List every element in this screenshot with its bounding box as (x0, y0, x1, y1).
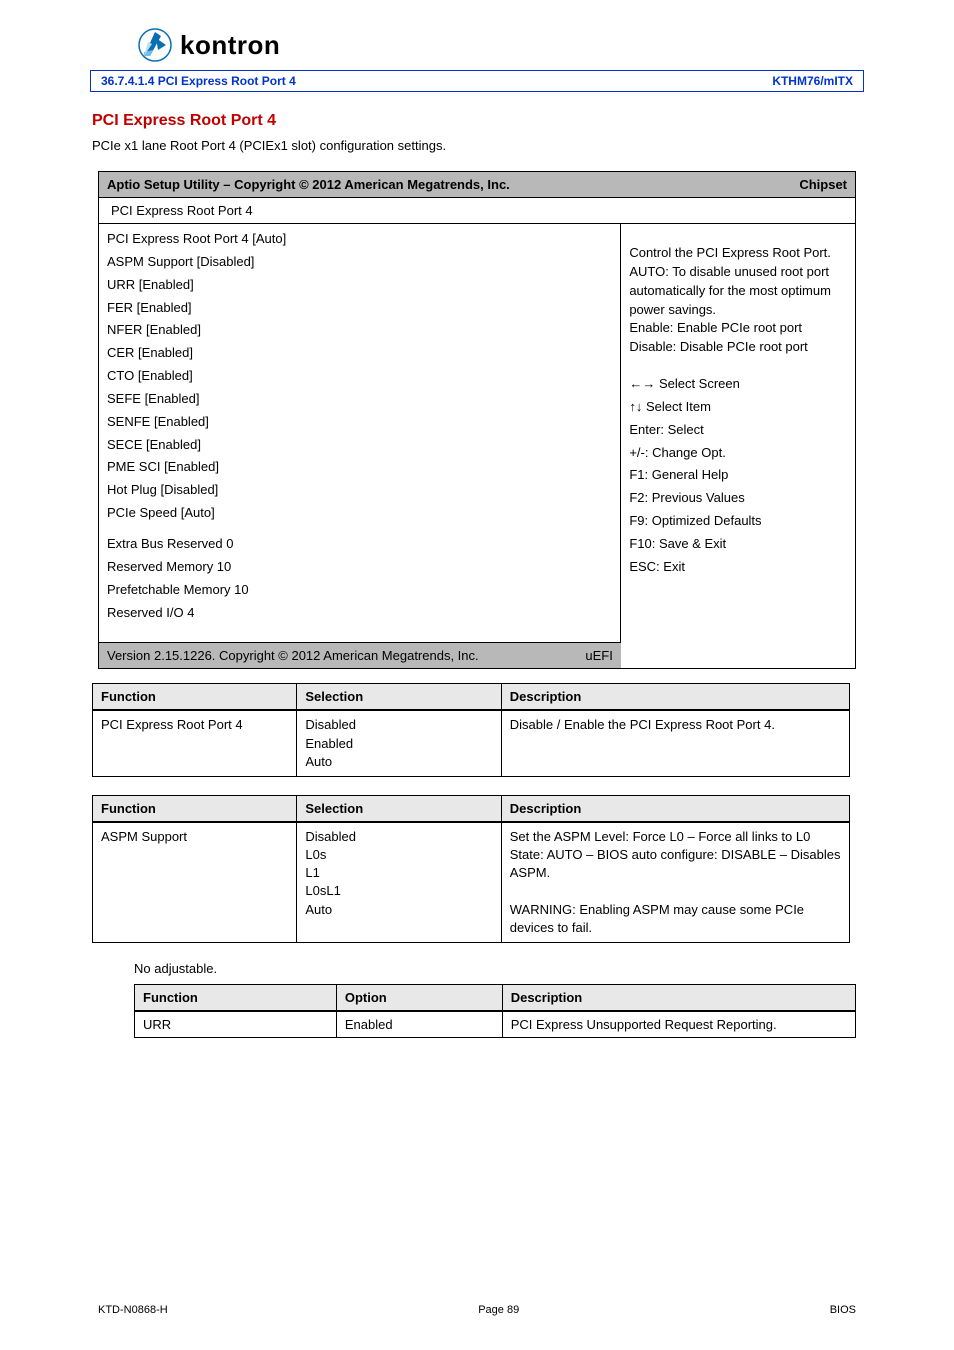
menu-left-col: PCI Express Root Port 4 [Auto] ASPM Supp… (99, 224, 621, 643)
td-sel: Disabled Enabled Auto (297, 710, 501, 776)
th-function: Function (135, 985, 337, 1012)
menu-item: Extra Bus Reserved 0 (107, 535, 612, 554)
menu-item: SENFE [Enabled] (107, 413, 612, 432)
td-sel: Disabled L0s L1 L0sL1 Auto (297, 822, 501, 943)
menu-item: Hot Plug [Disabled] (107, 481, 612, 500)
menu-item: SEFE [Enabled] (107, 390, 612, 409)
menu-item: Reserved Memory 10 (107, 558, 612, 577)
th-option: Option (336, 985, 502, 1012)
brand-header: kontron (138, 28, 856, 62)
section-desc: PCIe x1 lane Root Port 4 (PCIEx1 slot) c… (92, 138, 856, 153)
menu-key-help: ←→ Select Screen ↑↓ Select Item Enter: S… (629, 375, 847, 577)
th-selection: Selection (297, 795, 501, 822)
title-bar-right: KTHM76/mITX (772, 74, 853, 88)
menu-item: NFER [Enabled] (107, 321, 612, 340)
td-opt: Enabled (336, 1011, 502, 1038)
td-desc: Disable / Enable the PCI Express Root Po… (501, 710, 849, 776)
noadj-table: Function Option Description URR Enabled … (134, 984, 856, 1038)
page-footer: KTD-N0868-H Page 89 BIOS (98, 1304, 856, 1316)
th-selection: Selection (297, 684, 501, 711)
menu-right-col: Control the PCI Express Root Port. AUTO:… (621, 224, 856, 643)
menu-header-left: Aptio Setup Utility – Copyright © 2012 A… (107, 177, 510, 192)
menu-item: PCI Express Root Port 4 [Auto] (107, 230, 612, 249)
th-desc: Description (502, 985, 855, 1012)
th-description: Description (501, 795, 849, 822)
menu-header-right: Chipset (799, 177, 847, 192)
menu-subheader: PCI Express Root Port 4 (111, 203, 253, 218)
menu-footer-right: uEFI (585, 648, 612, 663)
key-hint: +/-: Change Opt. (629, 444, 847, 463)
menu-item: Reserved I/O 4 (107, 604, 612, 623)
td-func: ASPM Support (93, 822, 297, 943)
key-hint: F9: Optimized Defaults (629, 512, 847, 531)
menu-item: PCIe Speed [Auto] (107, 504, 612, 523)
key-hint: F2: Previous Values (629, 489, 847, 508)
bios-menu-table: Aptio Setup Utility – Copyright © 2012 A… (98, 171, 856, 669)
footer-left: KTD-N0868-H (98, 1304, 168, 1316)
menu-item: SECE [Enabled] (107, 436, 612, 455)
title-bar: 36.7.4.1.4 PCI Express Root Port 4 KTHM7… (90, 70, 864, 92)
kontron-logo-icon (138, 28, 172, 62)
menu-item: CTO [Enabled] (107, 367, 612, 386)
th-function: Function (93, 684, 297, 711)
title-bar-left: 36.7.4.1.4 PCI Express Root Port 4 (101, 74, 296, 88)
section-title: PCI Express Root Port 4 (92, 112, 856, 130)
key-hint: F10: Save & Exit (629, 535, 847, 554)
menu-right-note: Control the PCI Express Root Port. AUTO:… (629, 244, 847, 357)
key-hint: ←→ Select Screen (629, 375, 847, 394)
key-hint: F1: General Help (629, 466, 847, 485)
td-func: URR (135, 1011, 337, 1038)
footer-right: BIOS (830, 1304, 856, 1316)
td-func: PCI Express Root Port 4 (93, 710, 297, 776)
menu-footer-left: Version 2.15.1226. Copyright © 2012 Amer… (107, 648, 479, 663)
noadj-lead: No adjustable. (134, 961, 856, 976)
td-desc: PCI Express Unsupported Request Reportin… (502, 1011, 855, 1038)
menu-item: PME SCI [Enabled] (107, 458, 612, 477)
brand-name: kontron (180, 30, 280, 61)
menu-item: CER [Enabled] (107, 344, 612, 363)
option-table-2: Function Selection Description ASPM Supp… (92, 795, 850, 943)
menu-item: Prefetchable Memory 10 (107, 581, 612, 600)
key-hint: Enter: Select (629, 421, 847, 440)
key-hint: ESC: Exit (629, 558, 847, 577)
noadj-block: No adjustable. Function Option Descripti… (98, 961, 856, 1038)
td-desc: Set the ASPM Level: Force L0 – Force all… (501, 822, 849, 943)
menu-item: ASPM Support [Disabled] (107, 253, 612, 272)
menu-item: FER [Enabled] (107, 299, 612, 318)
key-hint: ↑↓ Select Item (629, 398, 847, 417)
option-table-1: Function Selection Description PCI Expre… (92, 683, 850, 777)
th-function: Function (93, 795, 297, 822)
footer-center: Page 89 (478, 1304, 519, 1316)
menu-item: URR [Enabled] (107, 276, 612, 295)
th-description: Description (501, 684, 849, 711)
